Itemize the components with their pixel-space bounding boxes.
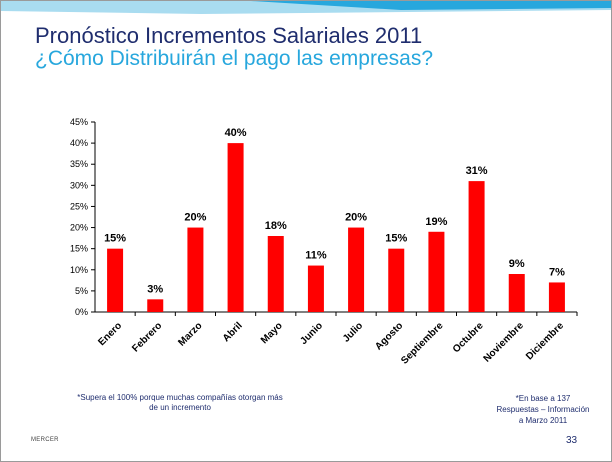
bar — [147, 299, 164, 312]
x-tick-label: Diciembre — [524, 320, 566, 362]
x-tick-label: Junio — [298, 320, 325, 347]
bar — [348, 227, 365, 312]
y-tick-label: 45% — [70, 117, 88, 127]
bar-value-label: 3% — [147, 283, 163, 295]
footnote: *Supera el 100% porque muchas compañías … — [77, 393, 283, 412]
y-tick-label: 5% — [75, 286, 88, 296]
y-tick-label: 20% — [70, 223, 88, 233]
x-tick-label: Octubre — [451, 320, 486, 355]
bar — [548, 282, 565, 312]
bar — [428, 231, 445, 312]
x-tick-label: Enero — [96, 320, 124, 348]
top-band-decoration — [1, 1, 611, 14]
bar — [508, 274, 525, 312]
x-tick-label: Febrero — [130, 320, 164, 354]
bar-value-label: 20% — [184, 212, 206, 224]
bar-value-label: 7% — [549, 266, 565, 278]
bar — [107, 248, 124, 312]
bar — [267, 236, 284, 312]
bar-value-label: 9% — [509, 258, 525, 270]
bar-value-label: 40% — [225, 127, 247, 139]
x-tick-label: Marzo — [176, 320, 204, 348]
y-tick-label: 10% — [70, 265, 88, 275]
bar-value-label: 11% — [305, 250, 327, 262]
x-tick-label: Julio — [341, 320, 365, 344]
x-tick-label: Mayo — [259, 320, 285, 346]
slide-title: Pronóstico Incrementos Salariales 2011 — [35, 23, 423, 48]
bar-value-label: 19% — [425, 216, 447, 228]
y-tick-label: 0% — [75, 307, 88, 317]
bar — [307, 265, 324, 312]
page-number: 33 — [566, 435, 578, 446]
y-tick-label: 15% — [70, 244, 88, 254]
bar-value-label: 15% — [104, 233, 126, 245]
slide-subtitle: ¿Cómo Distribuirán el pago las empresas? — [35, 47, 434, 70]
bar — [468, 181, 485, 312]
brand-label: MERCER — [31, 437, 59, 443]
x-tick-label: Septiembre — [399, 320, 446, 367]
bar-value-label: 15% — [385, 233, 407, 245]
bar — [187, 227, 204, 312]
y-tick-label: 25% — [70, 201, 88, 211]
bar-value-label: 20% — [345, 212, 367, 224]
bar — [227, 143, 244, 312]
y-tick-label: 35% — [70, 159, 88, 169]
bar-value-label: 31% — [466, 165, 488, 177]
y-tick-label: 40% — [70, 138, 88, 148]
x-tick-label: Agosto — [373, 320, 405, 352]
x-tick-label: Noviembre — [482, 320, 527, 365]
x-tick-label: Abril — [221, 320, 245, 344]
y-tick-label: 30% — [70, 180, 88, 190]
bar-value-label: 18% — [265, 220, 287, 232]
source-note: *En base a 137 Respuestas – Información … — [496, 394, 590, 425]
bar — [388, 248, 405, 312]
